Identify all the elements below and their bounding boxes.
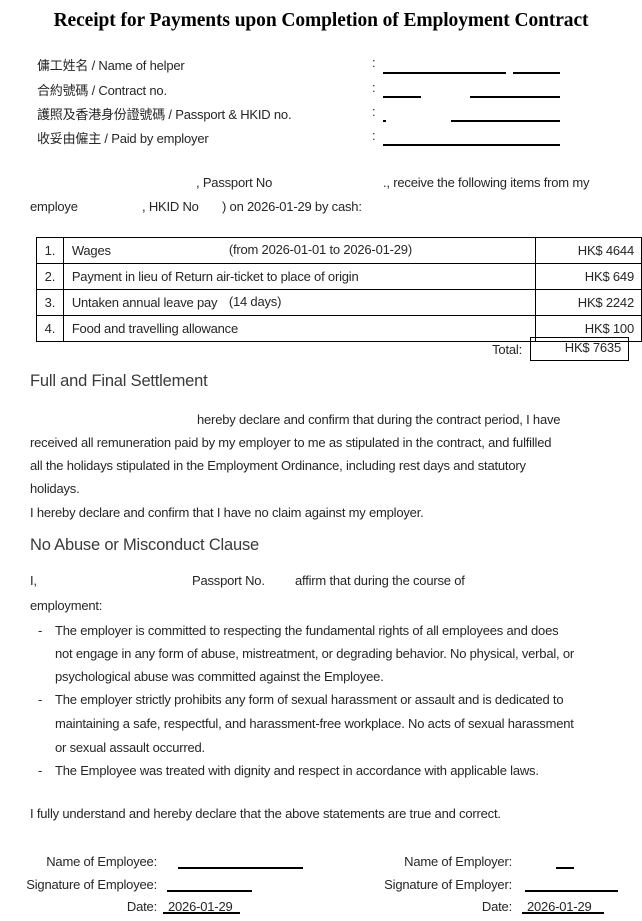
bullet-line: The employer strictly prohibits any form… (55, 692, 564, 707)
row-amount: HK$ 649 (534, 263, 642, 290)
field-label-helper-name: 傭工姓名 / Name of helper (37, 58, 185, 73)
row-number: 1. (36, 237, 64, 264)
field-colon: : (372, 128, 376, 143)
total-amount: HK$ 7635 (530, 337, 629, 361)
no-abuse-employment-line: employment: (30, 598, 103, 613)
description-note: (from 2026-01-01 to 2026-01-29) (228, 242, 412, 257)
bullet-marker: - (38, 692, 43, 707)
settlement-line: all the holidays stipulated in the Emplo… (30, 458, 526, 473)
helper-name-underline (513, 72, 560, 74)
employee-name-line (178, 867, 303, 869)
intro-passport-fragment: , Passport No (196, 175, 273, 190)
employer-date-label: Date: (481, 899, 512, 914)
description-text: Food and travelling allowance (71, 321, 239, 336)
row-number: 3. (36, 289, 64, 316)
no-abuse-i-fragment: I, (30, 573, 37, 588)
no-abuse-heading: No Abuse or Misconduct Clause (30, 536, 259, 554)
employee-signature-label: Signature of Employee: (26, 877, 157, 892)
passport-hkid-underline (451, 120, 560, 122)
bullet-line: maintaining a safe, respectful, and hara… (55, 716, 574, 731)
field-label-paid-by-employer: 收妥由僱主 / Paid by employer (37, 131, 209, 146)
row-amount: HK$ 2242 (534, 289, 642, 316)
no-claim-line: I hereby declare and confirm that I have… (30, 505, 424, 520)
employee-name-label: Name of Employee: (46, 854, 157, 869)
settlement-heading: Full and Final Settlement (30, 372, 208, 390)
bullet-line: The Employee was treated with dignity an… (55, 763, 539, 778)
row-number: 4. (36, 315, 64, 342)
description-text: Payment in lieu of Return air-ticket to … (71, 269, 359, 284)
intro-hkid-fragment: , HKID No (142, 199, 199, 214)
payment-table: 1. Wages (from 2026-01-01 to 2026-01-29)… (36, 237, 642, 342)
field-label-contract-no: 合約號碼 / Contract no. (37, 83, 167, 98)
bullet-line: psychological abuse was committed agains… (55, 669, 384, 684)
employer-date-value: 2026-01-29 (527, 899, 592, 914)
employer-signature-line (525, 890, 618, 892)
contract-no-underline (470, 96, 560, 98)
contract-no-underline (383, 96, 421, 98)
no-abuse-affirm-fragment: affirm that during the course of (295, 573, 465, 588)
employee-date-line (163, 912, 240, 914)
settlement-line: holidays. (30, 481, 80, 496)
description-note: (14 days) (228, 294, 282, 309)
intro-date-fragment: ) on 2026-01-29 by cash: (222, 199, 362, 214)
field-label-passport-hkid: 護照及香港身份證號碼 / Passport & HKID no. (37, 107, 292, 122)
settlement-line: hereby declare and confirm that during t… (197, 412, 561, 427)
helper-name-underline (383, 72, 506, 74)
row-description: Untaken annual leave pay (14 days) (62, 289, 536, 316)
paid-by-employer-underline (383, 144, 560, 146)
employer-date-line (522, 912, 604, 914)
description-text: Wages (71, 243, 111, 258)
employee-date-value: 2026-01-29 (168, 899, 233, 914)
intro-receive-fragment: ., receive the following items from my (383, 175, 590, 190)
row-number: 2. (36, 263, 64, 290)
row-description: Payment in lieu of Return air-ticket to … (62, 263, 536, 290)
row-description: Food and travelling allowance (62, 315, 536, 342)
bullet-marker: - (38, 623, 43, 638)
intro-employer-fragment: employe (30, 199, 78, 214)
employer-name-label: Name of Employer: (404, 854, 512, 869)
total-label: Total: (492, 342, 522, 357)
row-amount: HK$ 4644 (534, 237, 642, 264)
closing-declaration: I fully understand and hereby declare th… (30, 806, 501, 821)
bullet-line: The employer is committed to respecting … (55, 623, 559, 638)
settlement-line: received all remuneration paid by my emp… (30, 435, 552, 450)
passport-hkid-underline (383, 120, 386, 122)
employer-signature-label: Signature of Employer: (384, 877, 512, 892)
table-row-annual-leave: 3. Untaken annual leave pay (14 days) HK… (36, 289, 642, 316)
field-colon: : (372, 55, 376, 70)
employer-name-line (556, 867, 574, 869)
field-colon: : (372, 80, 376, 95)
bullet-line: or sexual assault occurred. (55, 740, 205, 755)
employee-date-label: Date: (126, 899, 157, 914)
table-row-wages: 1. Wages (from 2026-01-01 to 2026-01-29)… (36, 237, 642, 264)
row-description: Wages (from 2026-01-01 to 2026-01-29) (62, 237, 536, 264)
description-text: Untaken annual leave pay (71, 295, 218, 310)
table-row-airticket: 2. Payment in lieu of Return air-ticket … (36, 263, 642, 290)
employee-signature-line (167, 890, 252, 892)
document-title: Receipt for Payments upon Completion of … (53, 10, 589, 31)
bullet-line: not engage in any form of abuse, mistrea… (55, 646, 575, 661)
no-abuse-passport-fragment: Passport No. (192, 573, 265, 588)
bullet-marker: - (38, 763, 43, 778)
field-colon: : (372, 104, 376, 119)
